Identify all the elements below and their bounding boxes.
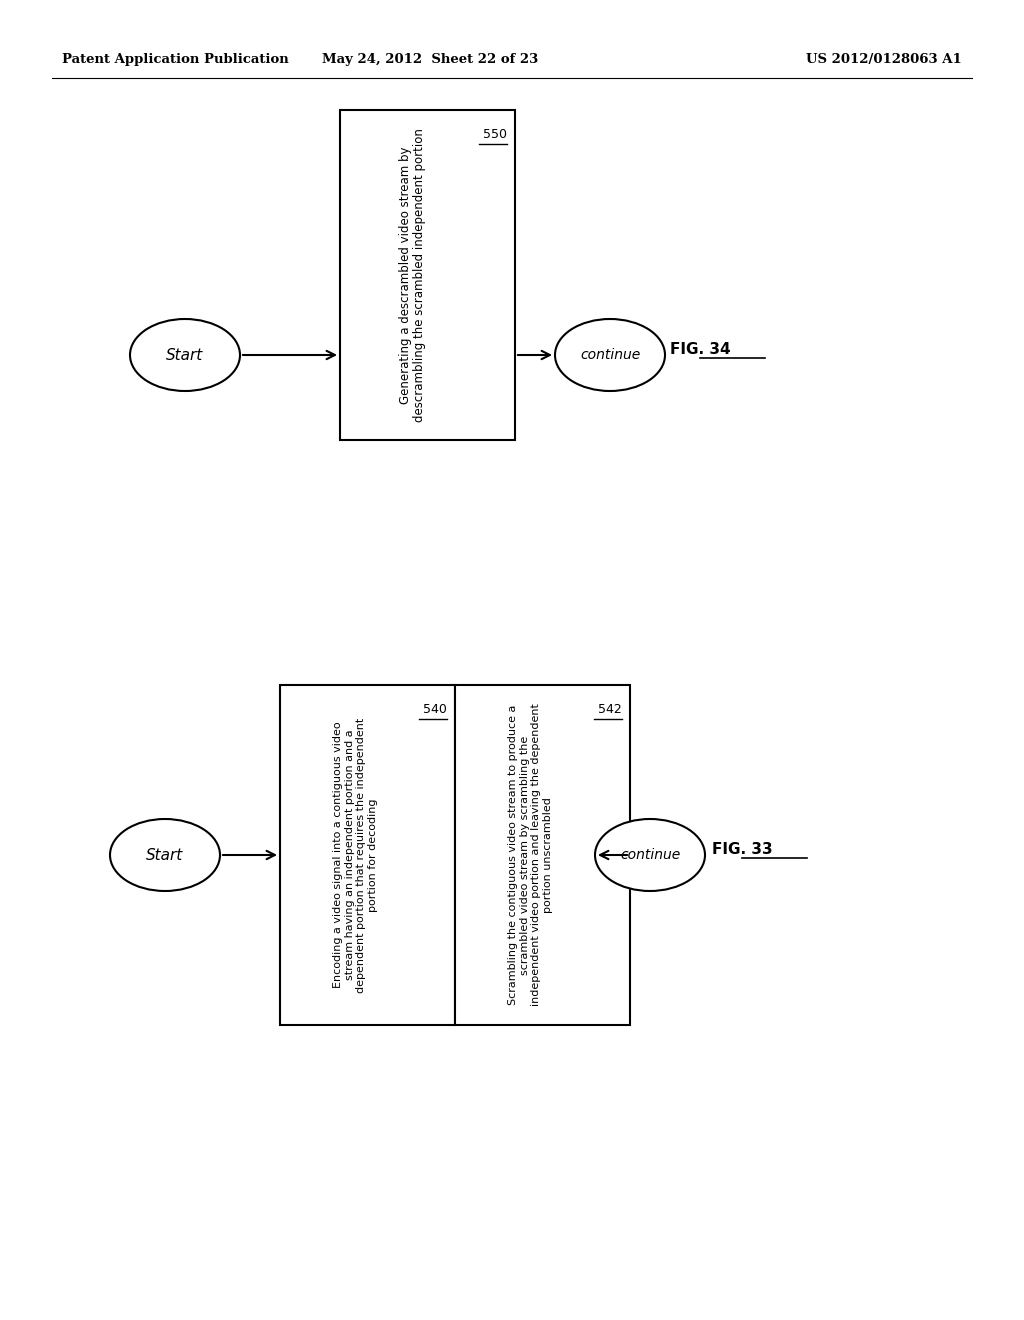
Text: US 2012/0128063 A1: US 2012/0128063 A1 (806, 54, 962, 66)
Bar (280, 685, 455, 1026)
Text: Encoding a video signal into a contiguous video
stream having an independent por: Encoding a video signal into a contiguou… (333, 717, 378, 993)
Text: FIG. 34: FIG. 34 (670, 342, 731, 358)
Ellipse shape (130, 319, 240, 391)
Ellipse shape (110, 818, 220, 891)
Text: 540: 540 (423, 704, 447, 715)
Text: continue: continue (620, 847, 680, 862)
Bar (340, 110, 515, 440)
Bar (455, 685, 630, 1026)
Text: Patent Application Publication: Patent Application Publication (62, 54, 289, 66)
Ellipse shape (595, 818, 705, 891)
Text: Generating a descrambled video stream by
descrambling the scrambled independent : Generating a descrambled video stream by… (398, 128, 427, 422)
Text: Scrambling the contiguous video stream to produce a
scrambled video stream by sc: Scrambling the contiguous video stream t… (508, 704, 553, 1006)
Text: Start: Start (166, 347, 204, 363)
Text: continue: continue (580, 348, 640, 362)
Ellipse shape (555, 319, 665, 391)
Text: May 24, 2012  Sheet 22 of 23: May 24, 2012 Sheet 22 of 23 (322, 54, 539, 66)
Text: Start: Start (146, 847, 183, 862)
Text: 542: 542 (598, 704, 622, 715)
Text: 550: 550 (483, 128, 507, 141)
Text: FIG. 33: FIG. 33 (712, 842, 773, 858)
